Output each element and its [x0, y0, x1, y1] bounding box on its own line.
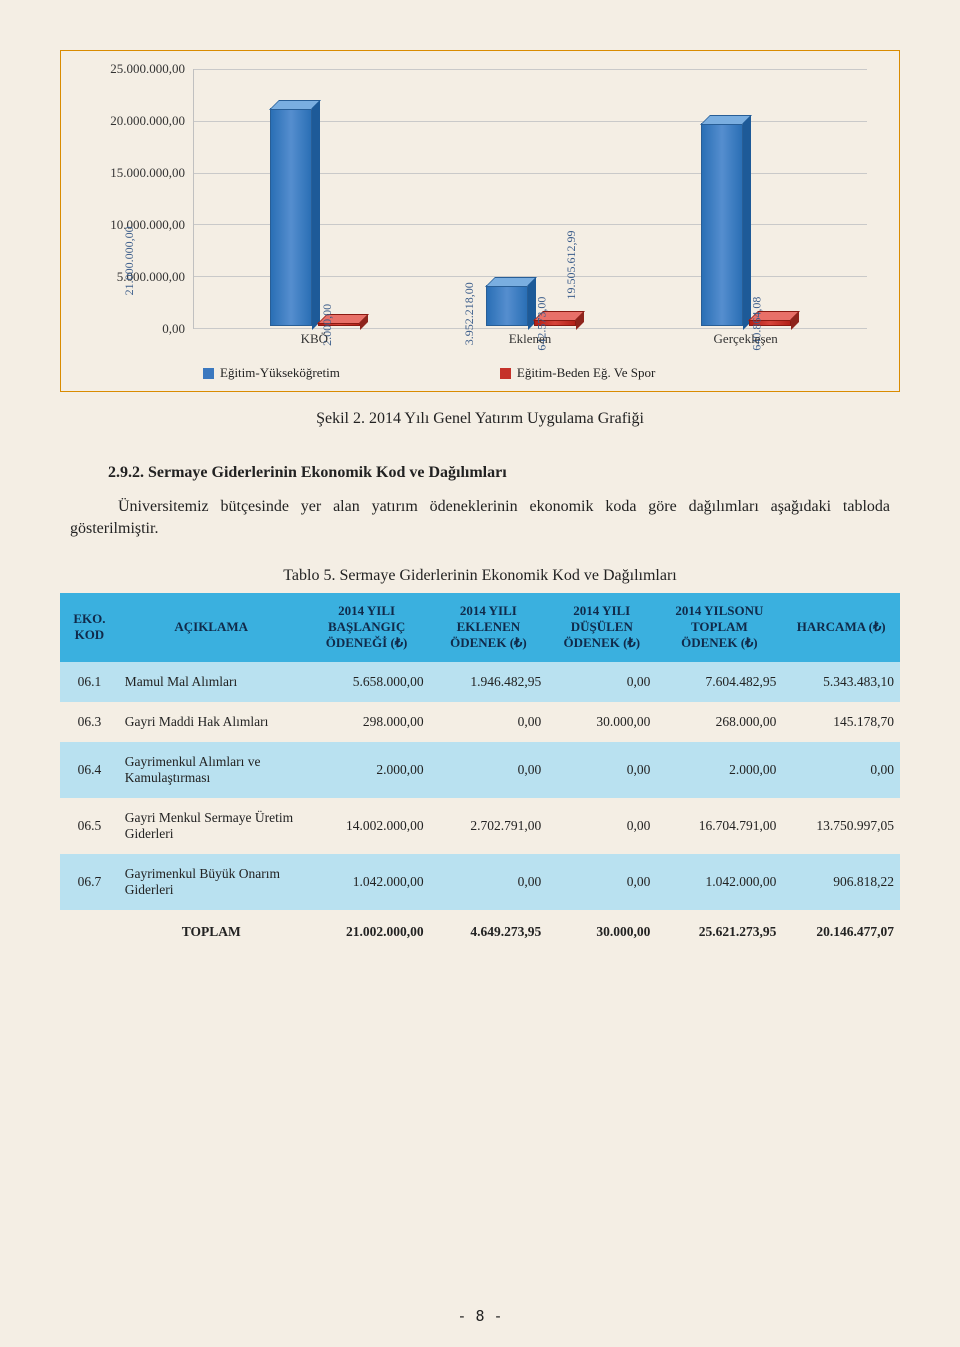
table-cell: 0,00 — [547, 798, 656, 854]
table-header-cell: 2014 YILSONU TOPLAM ÖDENEK (₺) — [656, 593, 782, 662]
chart-plot: 21.000.000,00 2.000,00 3.952.218,00 642.573… — [193, 69, 867, 329]
chart-frame: 0,005.000.000,0010.000.000,0015.000.000,… — [60, 50, 900, 392]
table-cell: 2.000,00 — [304, 742, 430, 798]
table-cell: Gayri Menkul Sermaye Üretim Giderleri — [119, 798, 304, 854]
chart-legend-item: Eğitim-Beden Eğ. Ve Spor — [500, 365, 655, 381]
table-cell: 0,00 — [430, 854, 548, 910]
chart-bar: 2.000,00 — [318, 322, 360, 326]
table-cell: Gayrimenkul Alımları ve Kamulaştırması — [119, 742, 304, 798]
table-row: 06.7Gayrimenkul Büyük Onarım Giderleri1.… — [60, 854, 900, 910]
chart-bar-value-label: 21.000.000,00 — [122, 226, 281, 295]
chart-bar: 642.573,00 — [534, 319, 576, 326]
chart-y-tick-label: 0,00 — [162, 321, 185, 337]
chart-bar: 21.000.000,00 — [270, 108, 312, 326]
table-total-cell: 4.649.273,95 — [430, 910, 548, 954]
table-cell: 06.7 — [60, 854, 119, 910]
chart-legend: Eğitim-Yükseköğretim Eğitim-Beden Eğ. Ve … — [83, 365, 877, 381]
table-total-cell: 20.146.477,07 — [782, 910, 900, 954]
table-cell: 0,00 — [430, 702, 548, 742]
chart-x-tick-label: KBÖ — [301, 331, 328, 347]
table-cell: 16.704.791,00 — [656, 798, 782, 854]
table-cell: Gayrimenkul Büyük Onarım Giderleri — [119, 854, 304, 910]
table-cell: 06.4 — [60, 742, 119, 798]
table-cell: 5.343.483,10 — [782, 662, 900, 702]
table-cell: 0,00 — [547, 854, 656, 910]
table-cell: 30.000,00 — [547, 702, 656, 742]
table-cell: 268.000,00 — [656, 702, 782, 742]
table-header-cell: HARCAMA (₺) — [782, 593, 900, 662]
chart-bar-group: 19.505.612,99 640.864,08 — [676, 123, 816, 326]
chart-bar: 640.864,08 — [749, 319, 791, 326]
table-cell: 7.604.482,95 — [656, 662, 782, 702]
table-cell: 145.178,70 — [782, 702, 900, 742]
page-number: - 8 - — [0, 1307, 960, 1325]
table-cell: 14.002.000,00 — [304, 798, 430, 854]
table-cell: 06.5 — [60, 798, 119, 854]
table-cell: 06.3 — [60, 702, 119, 742]
table-cell: Mamul Mal Alımları — [119, 662, 304, 702]
chart-plot-area: 0,005.000.000,0010.000.000,0015.000.000,… — [83, 69, 877, 359]
table-cell: 0,00 — [782, 742, 900, 798]
table-cell: 2.702.791,00 — [430, 798, 548, 854]
chart-legend-label: Eğitim-Yükseköğretim — [220, 365, 340, 381]
chart-bar: 19.505.612,99 — [701, 123, 743, 326]
table-total-cell: 21.002.000,00 — [304, 910, 430, 954]
section-heading: 2.9.2. Sermaye Giderlerinin Ekonomik Kod… — [108, 464, 900, 482]
table-cell: 5.658.000,00 — [304, 662, 430, 702]
chart-bar-value-label: 19.505.612,99 — [564, 231, 712, 300]
expense-table: EKO. KODAÇIKLAMA2014 YILI BAŞLANGIÇ ÖDEN… — [60, 593, 900, 954]
table-header-cell: 2014 YILI DÜŞÜLEN ÖDENEK (₺) — [547, 593, 656, 662]
body-paragraph: Üniversitemiz bütçesinde yer alan yatırı… — [70, 496, 890, 541]
table-cell: 0,00 — [547, 742, 656, 798]
table-total-cell — [60, 910, 119, 954]
chart-legend-label: Eğitim-Beden Eğ. Ve Spor — [517, 365, 655, 381]
table-header-cell: AÇIKLAMA — [119, 593, 304, 662]
chart-bar-group: 21.000.000,00 2.000,00 — [245, 108, 385, 326]
table-cell: 1.042.000,00 — [304, 854, 430, 910]
chart-caption: Şekil 2. 2014 Yılı Genel Yatırım Uygulam… — [60, 410, 900, 428]
table-header: EKO. KODAÇIKLAMA2014 YILI BAŞLANGIÇ ÖDEN… — [60, 593, 900, 662]
table-cell: 1.042.000,00 — [656, 854, 782, 910]
table-cell: 06.1 — [60, 662, 119, 702]
chart-y-tick-label: 25.000.000,00 — [110, 61, 185, 77]
table-caption: Tablo 5. Sermaye Giderlerinin Ekonomik K… — [60, 567, 900, 585]
table-row: 06.5Gayri Menkul Sermaye Üretim Giderler… — [60, 798, 900, 854]
table-header-cell: 2014 YILI EKLENEN ÖDENEK (₺) — [430, 593, 548, 662]
table-total-cell: 25.621.273,95 — [656, 910, 782, 954]
table-row: 06.1Mamul Mal Alımları5.658.000,001.946.… — [60, 662, 900, 702]
table-row: 06.3Gayri Maddi Hak Alımları298.000,000,… — [60, 702, 900, 742]
chart-legend-item: Eğitim-Yükseköğretim — [203, 365, 340, 381]
table-total-cell: TOPLAM — [119, 910, 304, 954]
table-cell: 0,00 — [430, 742, 548, 798]
table-total-cell: 30.000,00 — [547, 910, 656, 954]
table-body: 06.1Mamul Mal Alımları5.658.000,001.946.… — [60, 662, 900, 910]
table-header-cell: EKO. KOD — [60, 593, 119, 662]
chart-x-tick-label: Gerçekleşen — [714, 331, 778, 347]
chart-gridline — [194, 328, 867, 329]
chart-legend-swatch — [203, 368, 214, 379]
table-row: 06.4Gayrimenkul Alımları ve Kamulaştırma… — [60, 742, 900, 798]
table-cell: 2.000,00 — [656, 742, 782, 798]
table-cell: 13.750.997,05 — [782, 798, 900, 854]
table-cell: 1.946.482,95 — [430, 662, 548, 702]
table-cell: Gayri Maddi Hak Alımları — [119, 702, 304, 742]
table-cell: 0,00 — [547, 662, 656, 702]
table-cell: 298.000,00 — [304, 702, 430, 742]
chart-legend-swatch — [500, 368, 511, 379]
table-footer: TOPLAM21.002.000,004.649.273,9530.000,00… — [60, 910, 900, 954]
table-cell: 906.818,22 — [782, 854, 900, 910]
chart-x-tick-label: Eklenen — [509, 331, 552, 347]
chart-x-axis: KBÖ Eklenen Gerçekleşen — [193, 331, 867, 359]
chart-bar: 3.952.218,00 — [486, 285, 528, 326]
chart-y-tick-label: 15.000.000,00 — [110, 165, 185, 181]
chart-gridline — [194, 69, 867, 70]
chart-y-tick-label: 20.000.000,00 — [110, 113, 185, 129]
table-header-cell: 2014 YILI BAŞLANGIÇ ÖDENEĞİ (₺) — [304, 593, 430, 662]
